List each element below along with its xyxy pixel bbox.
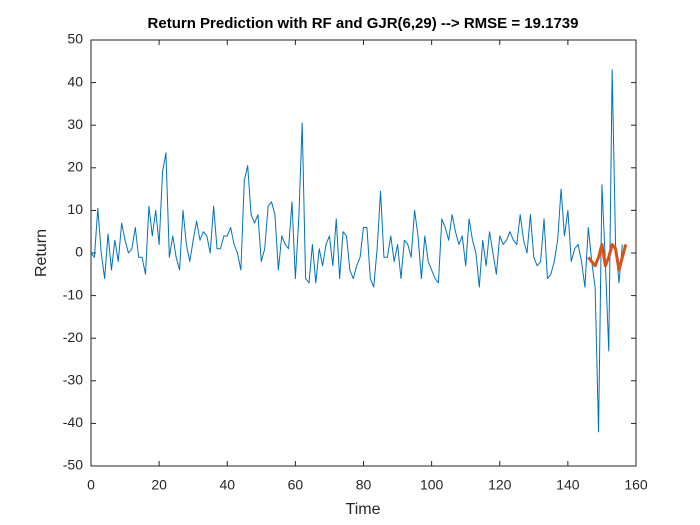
x-tick-label: 40 bbox=[219, 477, 235, 493]
y-tick-label: 20 bbox=[67, 159, 83, 175]
x-tick-label: 140 bbox=[556, 477, 580, 493]
x-tick-label: 120 bbox=[488, 477, 512, 493]
y-tick-label: -30 bbox=[63, 372, 83, 388]
y-tick-label: 0 bbox=[75, 244, 83, 260]
x-tick-label: 60 bbox=[288, 477, 304, 493]
x-tick-label: 100 bbox=[420, 477, 444, 493]
y-tick-label: -10 bbox=[63, 286, 83, 302]
plot-area bbox=[90, 39, 637, 467]
y-tick-label: -40 bbox=[63, 414, 83, 430]
x-tick-label: 0 bbox=[87, 477, 95, 493]
data-line bbox=[90, 69, 623, 433]
y-tick-label: 30 bbox=[67, 116, 83, 132]
x-axis-label: Time bbox=[346, 501, 381, 518]
y-tick-label: -50 bbox=[63, 457, 83, 473]
y-tick-label: -20 bbox=[63, 329, 83, 345]
y-tick-label: 10 bbox=[67, 201, 83, 217]
y-tick-label: 50 bbox=[67, 31, 83, 47]
data-line bbox=[587, 242, 628, 272]
x-tick-label: 80 bbox=[356, 477, 372, 493]
chart-title: Return Prediction with RF and GJR(6,29) … bbox=[148, 15, 579, 32]
y-tick-label: 40 bbox=[67, 73, 83, 89]
y-axis-label: Return bbox=[33, 229, 50, 277]
x-tick-label: 20 bbox=[151, 477, 167, 493]
x-tick-label: 160 bbox=[624, 477, 648, 493]
